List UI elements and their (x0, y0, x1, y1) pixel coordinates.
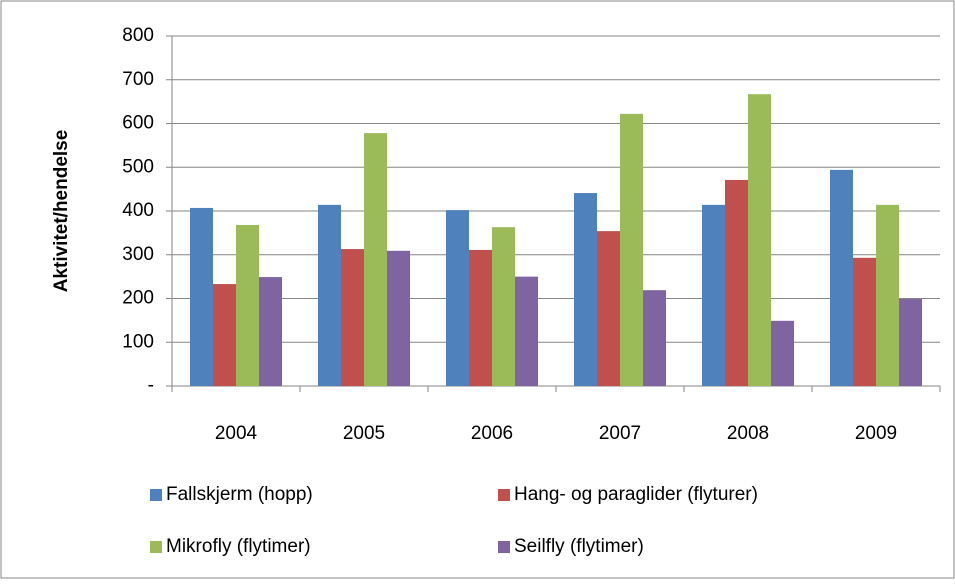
bar (446, 210, 469, 386)
bar (236, 225, 259, 386)
x-tick-label: 2005 (343, 423, 385, 444)
legend-label: Fallskjerm (hopp) (166, 484, 313, 505)
legend-swatch (498, 541, 510, 553)
bar (830, 169, 853, 386)
bar (702, 204, 725, 386)
bar (318, 204, 341, 386)
legend-swatch (150, 489, 162, 501)
bar (643, 290, 666, 386)
y-tick-label: 200 (122, 288, 154, 309)
y-tick-label: 300 (122, 244, 154, 265)
x-tick-label: 2006 (471, 423, 513, 444)
y-tick-label: - (148, 375, 154, 396)
bar (620, 113, 643, 386)
bar (492, 227, 515, 386)
y-axis-label: Aktivitet/hendelse (51, 130, 72, 293)
bar (771, 320, 794, 386)
bar (899, 298, 922, 386)
bar (574, 193, 597, 386)
bar (515, 276, 538, 386)
bar (597, 231, 620, 386)
legend-swatch (498, 489, 510, 501)
bar (364, 133, 387, 386)
legend-swatch (150, 541, 162, 553)
bar (725, 179, 748, 386)
legend-label: Hang- og paraglider (flyturer) (514, 484, 758, 505)
bar (469, 249, 492, 386)
x-tick-label: 2004 (215, 423, 258, 444)
x-tick-label: 2009 (855, 423, 897, 444)
bar (853, 257, 876, 386)
y-tick-label: 500 (122, 156, 154, 177)
y-tick-label: 600 (122, 113, 154, 134)
bar (876, 204, 899, 386)
bar (259, 277, 282, 386)
legend-label: Seilfly (flytimer) (514, 536, 644, 557)
y-tick-label: 400 (122, 200, 154, 221)
bar (213, 284, 236, 386)
bar (341, 249, 364, 386)
y-tick-label: 800 (122, 25, 154, 46)
bar (748, 94, 771, 386)
x-tick-label: 2008 (727, 423, 769, 444)
x-tick-label: 2007 (599, 423, 641, 444)
y-tick-label: 100 (122, 331, 154, 352)
bar (387, 250, 410, 386)
legend-label: Mikrofly (flytimer) (166, 536, 311, 557)
y-tick-label: 700 (122, 69, 154, 90)
bar (190, 207, 213, 386)
